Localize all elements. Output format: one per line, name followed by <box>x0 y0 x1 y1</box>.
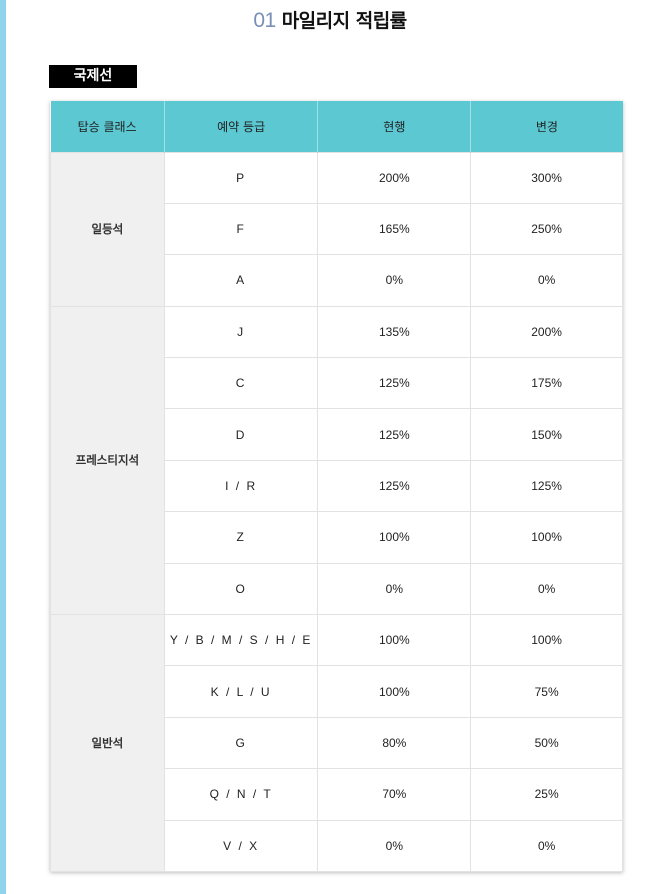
booking-class-cell: C <box>163 357 319 410</box>
changed-rate-cell: 200% <box>470 305 623 359</box>
booking-class-cell: G <box>163 716 319 770</box>
class-cell: 일등석 <box>50 151 165 307</box>
table-row: G 80% 50% <box>51 716 623 770</box>
booking-class-cell: P <box>163 151 319 204</box>
table-row: 일등석 P 200% 300% <box>50 151 623 307</box>
current-rate-cell: 80% <box>317 716 472 770</box>
table-row: Z 100% 100% <box>51 511 623 564</box>
header-current: 현행 <box>317 101 472 152</box>
booking-class-cell: O <box>163 562 319 616</box>
booking-class-cell: F <box>163 202 319 256</box>
left-edge-strip <box>0 0 6 894</box>
current-rate-cell: 135% <box>317 305 472 359</box>
changed-rate-cell: 25% <box>470 768 623 821</box>
changed-rate-cell: 100% <box>470 614 623 667</box>
current-rate-cell: 165% <box>317 202 472 256</box>
table-row: K / L / U 100% 75% <box>51 665 623 718</box>
current-rate-cell: 0% <box>317 254 472 307</box>
header-class: 탑승 클래스 <box>50 101 165 152</box>
current-rate-cell: 70% <box>317 768 472 821</box>
section-label: 국제선 <box>49 65 137 88</box>
table-row: V / X 0% 0% <box>51 819 623 872</box>
current-rate-cell: 0% <box>317 562 472 616</box>
booking-class-cell: Q / N / T <box>163 768 319 821</box>
section-number: 01 <box>253 9 276 32</box>
table-row: 일반석 Y / B / M / S / H / E 100% 100% <box>50 614 623 872</box>
changed-rate-cell: 100% <box>470 511 623 564</box>
booking-class-cell: D <box>163 408 319 461</box>
current-rate-cell: 125% <box>317 459 472 513</box>
changed-rate-cell: 300% <box>470 151 623 204</box>
class-cell: 일반석 <box>50 614 165 872</box>
header-changed: 변경 <box>470 101 623 152</box>
changed-rate-cell: 125% <box>470 459 623 513</box>
changed-rate-cell: 175% <box>470 357 623 410</box>
mileage-rate-table: 탑승 클래스 예약 등급 현행 변경 일등석 P 200% 300% F 165% 250%… <box>50 101 623 872</box>
table-row: Q / N / T 70% 25% <box>51 768 623 821</box>
booking-class-cell: A <box>163 254 319 307</box>
table-header-row: 탑승 클래스 예약 등급 현행 변경 <box>50 101 623 152</box>
current-rate-cell: 125% <box>317 357 472 410</box>
current-rate-cell: 100% <box>317 614 472 667</box>
changed-rate-cell: 0% <box>470 562 623 616</box>
changed-rate-cell: 0% <box>470 254 623 307</box>
class-cell: 프레스티지석 <box>50 305 165 616</box>
booking-class-cell: V / X <box>163 819 319 872</box>
table-row: D 125% 150% <box>51 408 623 461</box>
table-row: A 0% 0% <box>51 254 623 307</box>
table-row: 프레스티지석 J 135% 200% <box>50 305 623 616</box>
booking-class-cell: K / L / U <box>163 665 319 718</box>
booking-class-cell: J <box>163 305 319 359</box>
booking-class-cell: Y / B / M / S / H / E <box>163 614 319 667</box>
current-rate-cell: 100% <box>317 665 472 718</box>
booking-class-cell: Z <box>163 511 319 564</box>
table-row: I / R 125% 125% <box>51 459 623 513</box>
booking-class-cell: I / R <box>163 459 319 513</box>
current-rate-cell: 125% <box>317 408 472 461</box>
changed-rate-cell: 50% <box>470 716 623 770</box>
current-rate-cell: 100% <box>317 511 472 564</box>
current-rate-cell: 0% <box>317 819 472 872</box>
changed-rate-cell: 75% <box>470 665 623 718</box>
changed-rate-cell: 150% <box>470 408 623 461</box>
table-row: O 0% 0% <box>51 562 623 616</box>
changed-rate-cell: 250% <box>470 202 623 256</box>
changed-rate-cell: 0% <box>470 819 623 872</box>
page-title: 01 마일리지 적립률 <box>0 6 660 33</box>
title-text: 마일리지 적립률 <box>281 10 407 32</box>
header-booking-class: 예약 등급 <box>164 101 319 152</box>
current-rate-cell: 200% <box>317 151 472 204</box>
table-row: F 165% 250% <box>51 202 623 256</box>
